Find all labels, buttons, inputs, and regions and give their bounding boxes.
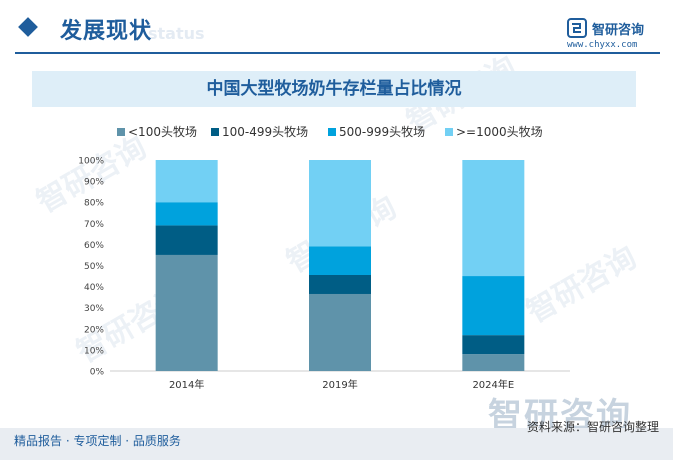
chart-title: 中国大型牧场奶牛存栏量占比情况 — [206, 79, 462, 99]
y-tick-label: 80% — [84, 199, 104, 209]
y-tick-label: 30% — [84, 304, 104, 314]
footer-tagline: 精品报告 · 专项定制 · 品质服务 — [14, 434, 181, 448]
y-tick-label: 100% — [78, 157, 104, 167]
legend-swatch — [328, 128, 336, 136]
bar-segment — [462, 160, 525, 277]
x-tick-label: 2014年 — [169, 378, 204, 391]
y-tick-label: 20% — [84, 325, 104, 335]
brand: 智研咨询 www.chyxx.com — [567, 18, 667, 52]
legend-swatch — [117, 128, 125, 136]
chart-title-banner: 中国大型牧场奶牛存栏量占比情况 — [32, 71, 636, 107]
y-tick-label: 70% — [84, 220, 104, 230]
bar-segment — [155, 254, 218, 371]
bar-segment — [309, 293, 371, 371]
section-watermark: status — [148, 24, 205, 43]
y-tick-label: 0% — [90, 368, 105, 378]
brand-name: 智研咨询 — [592, 23, 645, 38]
brand-url: www.chyxx.com — [567, 40, 638, 50]
bar-segment — [309, 246, 371, 275]
bar-segment — [155, 202, 218, 226]
legend-swatch — [445, 128, 453, 136]
y-tick-label: 50% — [84, 262, 104, 272]
header: status 发展现状 智研咨询 www.chyxx.com — [0, 0, 673, 50]
legend-label: >=1000头牧场 — [456, 125, 543, 139]
legend-swatch — [211, 128, 219, 136]
bar-segment — [462, 354, 525, 371]
y-tick-label: 10% — [84, 346, 104, 356]
bar-segment — [155, 225, 218, 255]
legend-label: <100头牧场 — [128, 125, 197, 139]
footer-bar — [0, 428, 673, 460]
x-tick-label: 2024年E — [472, 378, 514, 391]
legend-label: 500-999头牧场 — [339, 125, 425, 139]
y-tick-label: 90% — [84, 178, 104, 188]
bar-segment — [462, 276, 525, 336]
brand-logo-icon — [567, 18, 587, 38]
y-tick-label: 60% — [84, 241, 104, 251]
x-tick-label: 2019年 — [322, 378, 357, 391]
bar-segment — [462, 335, 525, 355]
header-divider — [15, 52, 660, 54]
bar-segment — [309, 160, 371, 247]
y-tick-label: 40% — [84, 283, 104, 293]
source-note: 资料来源：智研咨询整理 — [526, 420, 659, 434]
section-title: 发展现状 — [60, 19, 153, 44]
bar-segment — [309, 274, 371, 294]
legend-label: 100-499头牧场 — [222, 125, 308, 139]
bar-segment — [155, 160, 218, 203]
